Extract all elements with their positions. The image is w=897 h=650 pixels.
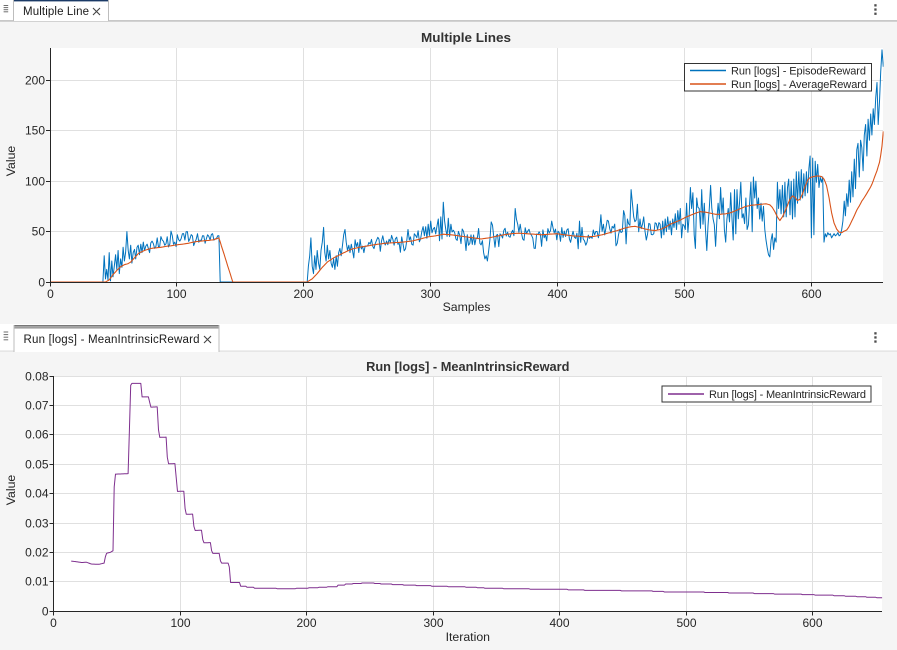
svg-text:Run [logs] - MeanIntrinsicRewa: Run [logs] - MeanIntrinsicReward [366,359,569,374]
svg-text:0.05: 0.05 [25,458,49,472]
svg-text:0: 0 [42,605,49,619]
svg-text:100: 100 [25,175,45,189]
svg-text:Run [logs] - AverageReward: Run [logs] - AverageReward [731,79,867,91]
svg-text:0: 0 [50,616,57,630]
svg-text:Multiple Lines: Multiple Lines [421,30,511,45]
svg-text:50: 50 [32,225,46,239]
svg-text:400: 400 [547,287,567,301]
svg-text:150: 150 [25,124,45,138]
svg-text:0: 0 [47,287,54,301]
svg-text:200: 200 [296,616,316,630]
svg-text:Value: Value [4,475,18,506]
svg-text:0.04: 0.04 [25,487,49,501]
svg-text:300: 300 [420,287,440,301]
svg-text:0.08: 0.08 [25,370,49,384]
svg-text:0.03: 0.03 [25,517,49,531]
svg-text:400: 400 [549,616,569,630]
svg-text:Run [logs] - EpisodeReward: Run [logs] - EpisodeReward [731,66,866,78]
svg-text:300: 300 [423,616,443,630]
svg-text:200: 200 [25,74,45,88]
svg-text:Samples: Samples [443,300,491,314]
svg-text:500: 500 [674,287,694,301]
svg-text:Run [logs] - MeanIntrinsicRewa: Run [logs] - MeanIntrinsicReward [709,389,866,401]
svg-text:0.07: 0.07 [25,399,49,413]
svg-text:Value: Value [4,146,18,177]
svg-text:Run [logs] - MeanIntrinsicRewa: Run [logs] - MeanIntrinsicReward [24,334,200,346]
svg-text:0: 0 [38,276,45,290]
svg-text:200: 200 [293,287,313,301]
svg-text:Iteration: Iteration [446,630,491,644]
svg-text:100: 100 [170,616,190,630]
svg-text:0.06: 0.06 [25,428,49,442]
svg-text:500: 500 [676,616,696,630]
svg-text:0.01: 0.01 [25,575,49,589]
svg-text:600: 600 [801,287,821,301]
svg-text:100: 100 [166,287,186,301]
svg-text:0.02: 0.02 [25,546,49,560]
svg-text:Multiple Line: Multiple Line [23,6,89,18]
svg-text:600: 600 [802,616,822,630]
